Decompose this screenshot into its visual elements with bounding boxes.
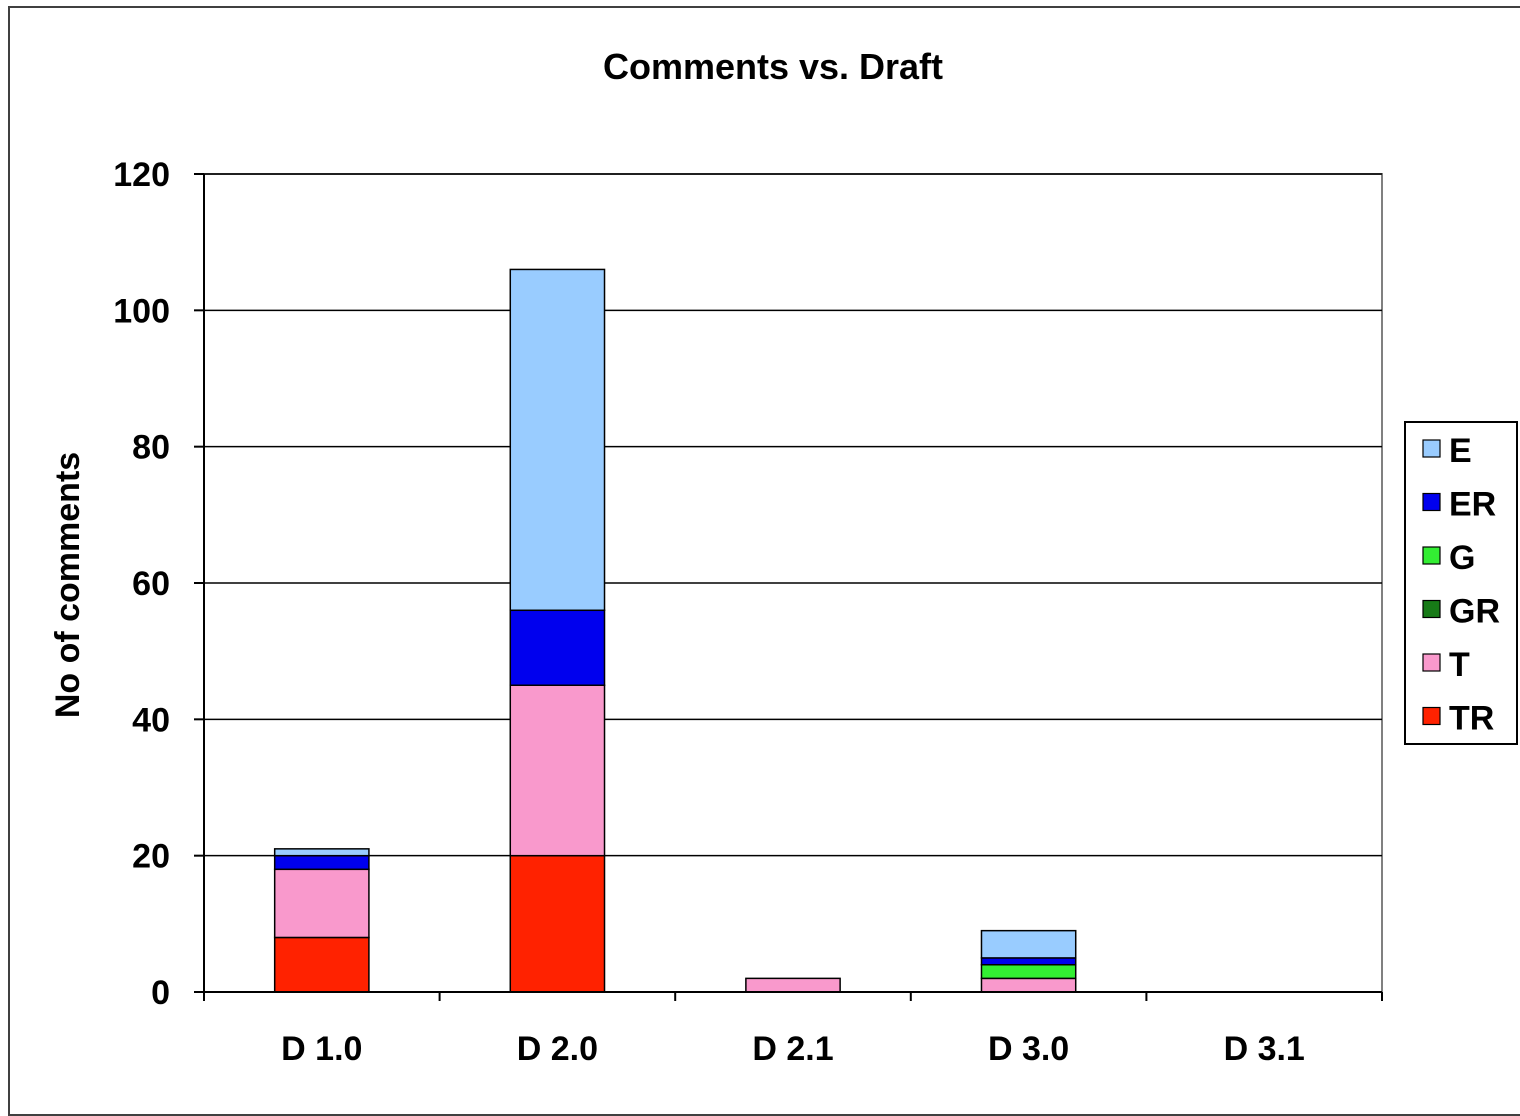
- legend-label-G: G: [1449, 539, 1475, 577]
- bar-T-D-3-0: [980, 977, 1077, 993]
- y-tick-label: 80: [132, 429, 170, 467]
- legend-label-T: T: [1449, 646, 1470, 684]
- legend-swatch-ER: [1422, 492, 1441, 512]
- legend-swatch-G: [1422, 546, 1441, 565]
- bar-ER-D-2-0: [509, 609, 606, 686]
- legend-label-TR: TR: [1449, 700, 1494, 738]
- y-tick-labels: 0 20 40 60 80 100 120: [113, 156, 170, 1012]
- bar-ER-D-3-0: [980, 957, 1077, 966]
- y-tick-label: 20: [132, 838, 170, 876]
- axes: [194, 173, 1383, 1001]
- bar-T-D-2-1: [745, 977, 841, 993]
- x-tick-label: D 2.0: [517, 1030, 598, 1068]
- bar-E-D-1-0: [273, 848, 370, 857]
- bar-TR-D-2-0: [509, 854, 606, 993]
- bar-T-D-1-0: [273, 868, 370, 939]
- x-tick-label: D 3.1: [1224, 1030, 1305, 1068]
- bar-T-D-2-0: [509, 684, 606, 857]
- legend-label-GR: GR: [1449, 593, 1500, 631]
- legend-swatch-GR: [1422, 599, 1441, 619]
- bar-TR-D-1-0: [273, 936, 370, 993]
- bar-G-D-3-0: [980, 963, 1077, 980]
- legend-label-ER: ER: [1449, 486, 1496, 524]
- legend-box: [1404, 421, 1518, 745]
- y-tick-label: 0: [151, 974, 170, 1012]
- y-axis-label: No of comments: [49, 452, 87, 718]
- chart-title: Comments vs. Draft: [603, 46, 943, 87]
- legend-swatch-TR: [1422, 706, 1441, 726]
- x-tick-label: D 2.1: [752, 1030, 833, 1068]
- gridlines: [203, 173, 1383, 993]
- legend: E ER G GR T TR: [1404, 421, 1518, 745]
- x-tick-label: D 3.0: [988, 1030, 1069, 1068]
- y-tick-label: 100: [113, 292, 170, 330]
- y-tick-label: 40: [132, 701, 170, 739]
- legend-label-E: E: [1449, 432, 1472, 470]
- x-tick-label: D 1.0: [281, 1030, 362, 1068]
- legend-swatch-E: [1422, 439, 1441, 458]
- chart-frame: [8, 6, 1520, 1116]
- bar-E-D-2-0: [509, 268, 606, 612]
- y-tick-label: 120: [113, 156, 170, 194]
- bar-ER-D-1-0: [273, 854, 370, 871]
- y-tick-label: 60: [132, 565, 170, 603]
- bar-E-D-3-0: [980, 929, 1077, 959]
- x-tick-labels: D 1.0 D 2.0 D 2.1 D 3.0 D 3.1: [281, 1030, 1305, 1068]
- legend-swatch-T: [1422, 653, 1441, 672]
- bars: [273, 268, 1077, 993]
